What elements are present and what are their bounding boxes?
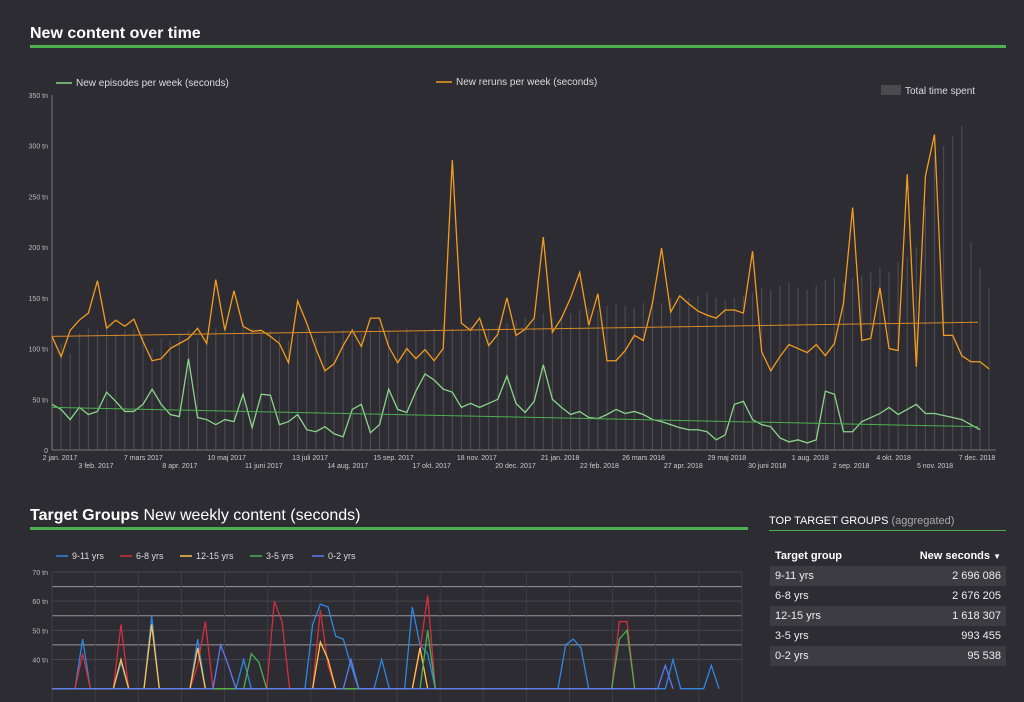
legend-label: 0-2 yrs [328, 551, 356, 561]
new-seconds-cell: 2 676 205 [952, 590, 1001, 602]
new-seconds-cell: 95 538 [877, 646, 1006, 666]
table-title-text: TOP TARGET GROUPS [769, 515, 889, 527]
y-tick-label: 100 tn [29, 347, 49, 354]
section-divider [30, 527, 748, 530]
table-row: 9-11 yrs 2 696 086 [770, 566, 1006, 586]
target-group-cell: 3-5 yrs [775, 630, 809, 642]
x-tick-label: 22 feb. 2018 [580, 463, 619, 470]
column-header-new-seconds-label: New seconds [919, 550, 991, 562]
table-title: TOP TARGET GROUPS (aggregated) [769, 515, 954, 527]
y-tick-label: 200 tn [29, 245, 49, 252]
x-tick-label: 1 aug. 2018 [792, 455, 829, 462]
legend-label: New episodes per week (seconds) [76, 78, 229, 89]
x-tick-label: 30 juni 2018 [748, 463, 786, 470]
x-tick-label: 5 nov. 2018 [917, 463, 953, 470]
legend-label: 9-11 yrs [72, 551, 104, 561]
y-tick-label: 250 tn [29, 194, 49, 201]
y-tick-label: 40 tn [32, 658, 48, 665]
series-line-3-5-yrs [52, 628, 636, 690]
series-line-6-8-yrs [52, 595, 636, 690]
sort-down-icon[interactable]: ▼ [993, 552, 1001, 561]
x-tick-label: 29 maj 2018 [708, 455, 747, 462]
series-line-0-2-yrs [52, 642, 674, 690]
series-line-12-15-yrs [52, 624, 429, 690]
x-tick-label: 7 mars 2017 [124, 455, 163, 462]
y-tick-label: 50 tn [32, 397, 48, 404]
reruns-trendline [51, 321, 979, 337]
x-tick-label: 8 apr. 2017 [162, 463, 197, 470]
x-tick-label: 2 jan. 2017 [43, 455, 78, 462]
legend-label: 3-5 yrs [266, 551, 294, 561]
y-tick-label: 150 tn [29, 296, 49, 303]
reruns-line [51, 134, 990, 373]
section-title-target-groups: Target Groups New weekly content (second… [30, 507, 360, 525]
x-tick-label: 26 mars 2018 [622, 455, 665, 462]
table-row: 3-5 yrs 993 455 [770, 626, 1006, 646]
table-divider [769, 530, 1006, 531]
table-row: 0-2 yrs 95 538 [770, 646, 1006, 666]
y-tick-label: 300 tn [29, 144, 49, 151]
episodes-line [51, 358, 981, 444]
x-tick-label: 27 apr. 2018 [664, 463, 703, 470]
target-group-cell: 12-15 yrs [770, 606, 878, 626]
new-seconds-cell: 2 696 086 [877, 566, 1006, 586]
series-line-9-11-yrs [52, 603, 720, 690]
episodes-trendline [51, 406, 979, 428]
column-header-new-seconds[interactable]: New seconds ▼ [878, 546, 1006, 566]
y-tick-label: 60 tn [32, 599, 48, 606]
x-tick-label: 7 dec. 2018 [959, 455, 996, 462]
legend-label: 6-8 yrs [136, 551, 164, 561]
column-header-target-group[interactable]: Target group [775, 550, 843, 562]
target-groups-chart: 9-11 yrs 6-8 yrs 12-15 yrs 3-5 yrs 0-2 yrs 7… [32, 551, 743, 702]
x-tick-label: 20 dec. 2017 [495, 463, 536, 470]
section-title-new-content: New content over time [30, 25, 201, 42]
table-title-note: (aggregated) [891, 515, 955, 527]
y-tick-label: 0 [44, 448, 48, 455]
table-row: 12-15 yrs 1 618 307 [770, 606, 1006, 626]
x-tick-label: 2 sep. 2018 [833, 463, 870, 470]
new-seconds-cell: 993 455 [961, 630, 1001, 642]
x-tick-label: 10 maj 2017 [207, 455, 246, 462]
new-seconds-cell: 1 618 307 [877, 606, 1006, 626]
y-tick-label: 70 tn [32, 570, 48, 577]
content-over-time-chart: 350 tn 300 tn 250 tn 200 tn 150 tn 100 tn 50 t… [29, 77, 996, 470]
table-row: 6-8 yrs 2 676 205 [770, 586, 1006, 606]
target-groups-subtitle: New weekly content (seconds) [143, 507, 361, 524]
x-tick-label: 18 nov. 2017 [457, 455, 497, 462]
x-tick-label: 14 aug. 2017 [327, 463, 368, 470]
target-groups-title: Target Groups [30, 507, 140, 524]
x-tick-label: 15 sep. 2017 [373, 455, 414, 462]
y-tick-label: 350 tn [29, 93, 49, 100]
x-tick-label: 21 jan. 2018 [541, 455, 580, 462]
x-tick-label: 4 okt. 2018 [876, 455, 911, 462]
x-tick-label: 3 feb. 2017 [78, 463, 113, 470]
x-tick-label: 13 juli 2017 [292, 455, 328, 462]
table-header-row: Target group New seconds ▼ [770, 546, 1006, 566]
x-tick-label: 17 okt. 2017 [412, 463, 451, 470]
legend-label: 12-15 yrs [196, 551, 234, 561]
target-group-cell: 0-2 yrs [770, 646, 878, 666]
x-tick-label: 11 juni 2017 [245, 463, 283, 470]
top-target-groups-table: Target group New seconds ▼ 9-11 yrs 2 696… [770, 546, 1006, 666]
target-group-cell: 9-11 yrs [770, 566, 878, 586]
target-group-cell: 6-8 yrs [775, 590, 809, 602]
y-tick-label: 50 tn [32, 628, 48, 635]
legend-label: New reruns per week (seconds) [456, 77, 597, 88]
section-divider [30, 45, 1006, 48]
legend-swatch [881, 85, 901, 95]
legend-label: Total time spent [905, 86, 975, 97]
